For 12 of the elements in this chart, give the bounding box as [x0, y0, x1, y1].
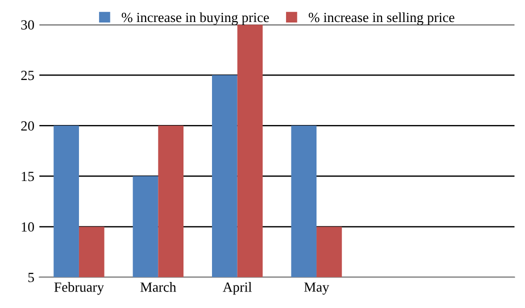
y-tick-label: 5	[28, 272, 34, 282]
legend-label: % increase in buying price	[122, 12, 269, 26]
y-tick-label: 25	[21, 70, 34, 80]
x-tick-label: February	[54, 282, 104, 295]
x-tick-label: May	[304, 282, 330, 295]
y-tick-label: 15	[22, 172, 34, 182]
y-tick-label: 10	[22, 222, 34, 232]
x-tick-label: April	[222, 282, 252, 295]
y-tick-label: 30	[21, 20, 34, 30]
y-tick-label: 20	[21, 121, 34, 131]
legend-label: % increase in selling price	[308, 12, 454, 26]
x-tick-label: March	[140, 282, 176, 292]
